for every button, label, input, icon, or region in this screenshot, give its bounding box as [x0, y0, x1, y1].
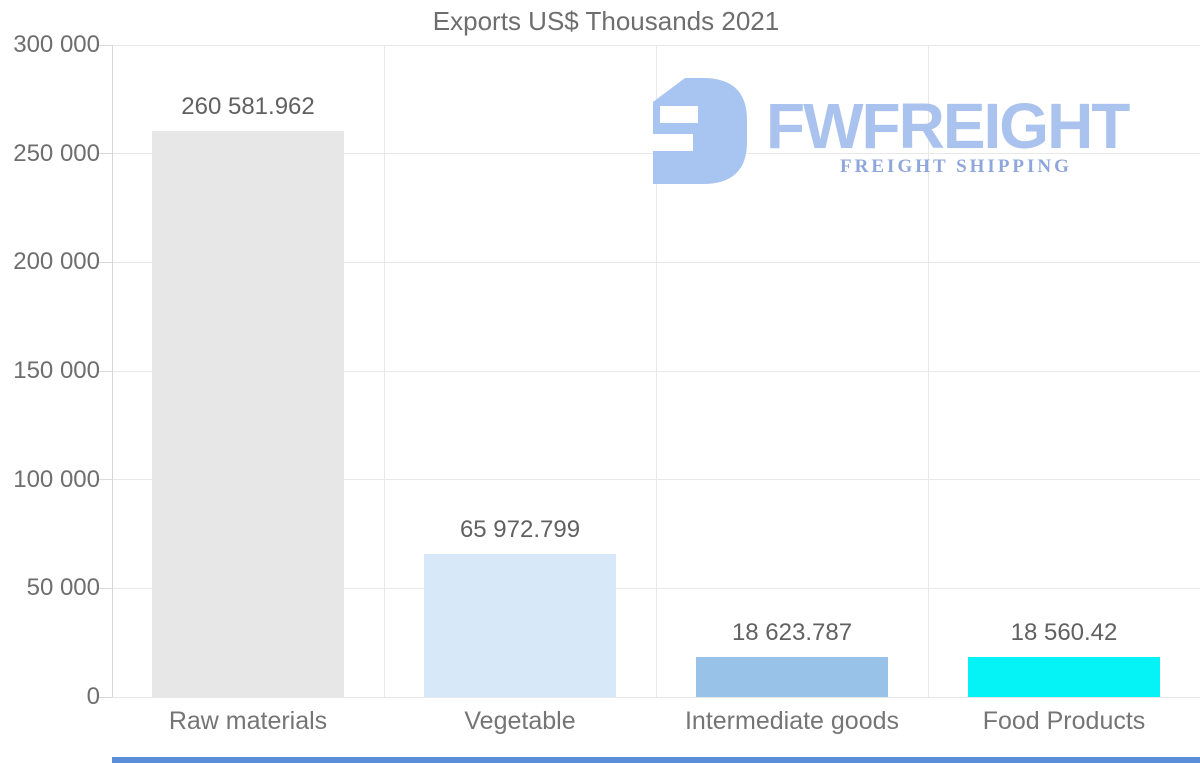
x-axis-label-vegetable: Vegetable [464, 707, 576, 735]
y-axis-label: 150 000 [13, 357, 100, 384]
bar-vegetable [424, 553, 616, 697]
x-gridline [383, 45, 385, 697]
x-axis-label-food-products: Food Products [982, 707, 1146, 735]
fwfreight-logo: FWFREIGHT FREIGHT SHIPPING [645, 68, 1165, 184]
bar-raw-materials [152, 130, 344, 697]
fwfreight-logo-icon [653, 78, 747, 184]
y-tick-mark [97, 696, 112, 698]
y-tick-mark [97, 587, 112, 589]
x-axis-label-intermediate-goods: Intermediate goods [684, 707, 900, 735]
logo-brand-text: FWFREIGHT [766, 90, 1130, 162]
bar-food-products [968, 656, 1160, 697]
y-tick-mark [97, 44, 112, 46]
y-axis-label: 0 [86, 683, 100, 710]
y-tick-mark [97, 479, 112, 481]
y-axis-label: 100 000 [13, 465, 100, 493]
x-gridline [927, 45, 929, 697]
bar-intermediate-goods [696, 656, 888, 697]
bar-value-label-raw-materials: 260 581.962 [181, 92, 315, 120]
y-axis-label: 50 000 [26, 574, 100, 602]
x-gridline [655, 45, 657, 697]
y-axis-label: 250 000 [13, 139, 100, 167]
bar-value-label-intermediate-goods: 18 623.787 [731, 618, 853, 646]
y-tick-mark [97, 153, 112, 155]
y-tick-mark [97, 261, 112, 263]
logo-tagline-text: FREIGHT SHIPPING [840, 156, 1072, 177]
x-axis-label-raw-materials: Raw materials [168, 707, 328, 735]
bottom-strip [112, 757, 1200, 763]
y-gridline [112, 696, 1200, 698]
y-axis-label: 200 000 [13, 248, 100, 276]
bar-value-label-food-products: 18 560.42 [1010, 618, 1118, 646]
y-axis-label: 300 000 [13, 31, 100, 58]
y-axis-line [111, 45, 113, 697]
y-tick-mark [97, 370, 112, 372]
chart-title: Exports US$ Thousands 2021 [432, 6, 780, 36]
bar-value-label-vegetable: 65 972.799 [459, 515, 581, 543]
